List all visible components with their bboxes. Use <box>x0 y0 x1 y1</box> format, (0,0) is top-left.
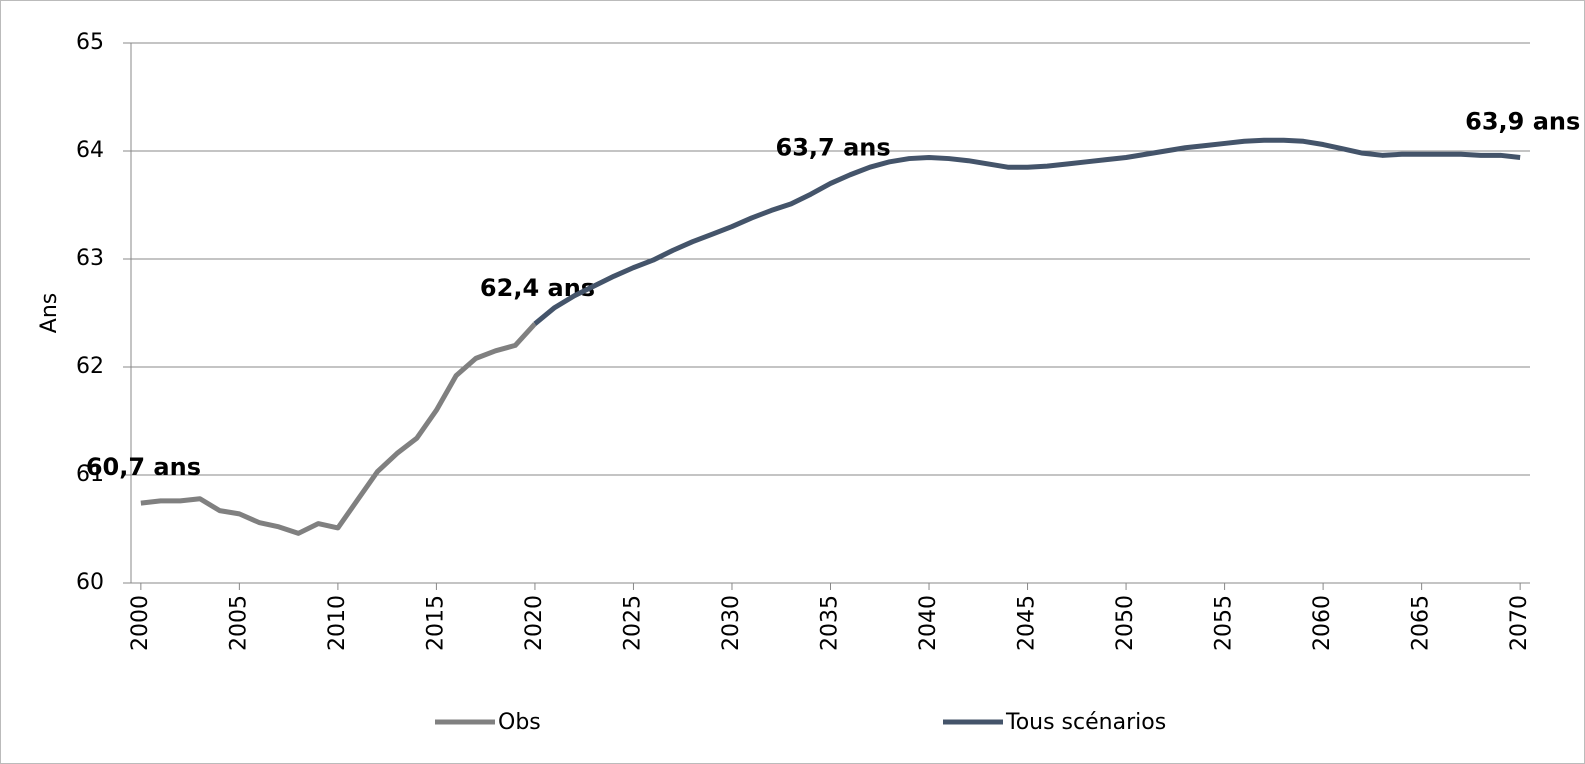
x-tick-label: 2015 <box>423 595 448 651</box>
legend-label: Tous scénarios <box>1005 710 1166 735</box>
series-line <box>140 322 537 536</box>
y-axis-label: Ans <box>37 293 62 333</box>
x-tick-label: 2030 <box>719 595 744 651</box>
x-tick-label: 2020 <box>522 595 547 651</box>
x-tick-label: 2035 <box>818 595 843 651</box>
x-tick-label: 2010 <box>325 595 350 651</box>
value-label: 63,9 ans <box>1465 107 1580 135</box>
value-label: 62,4 ans <box>480 274 595 302</box>
value-label: 60,7 ans <box>86 453 201 481</box>
x-tick-label: 2050 <box>1113 595 1138 651</box>
y-tick-label: 60 <box>76 570 104 595</box>
legend-label: Obs <box>498 710 541 735</box>
series-line <box>533 137 1521 326</box>
x-tick-label: 2000 <box>128 595 153 651</box>
y-tick-label: 62 <box>76 354 104 379</box>
y-tick-label: 61 <box>76 462 104 487</box>
x-tick-label: 2070 <box>1507 595 1532 651</box>
x-tick-label: 2065 <box>1409 595 1434 651</box>
x-tick-label: 2055 <box>1212 595 1237 651</box>
x-tick-label: 2005 <box>226 595 251 651</box>
y-tick-label: 63 <box>76 246 104 271</box>
value-label: 63,7 ans <box>776 133 891 161</box>
x-tick-label: 2025 <box>620 595 645 651</box>
x-tick-label: 2040 <box>916 595 941 651</box>
y-tick-label: 64 <box>76 138 104 163</box>
x-tick-label: 2060 <box>1310 595 1335 651</box>
x-tick-label: 2045 <box>1015 595 1040 651</box>
y-tick-label: 65 <box>76 30 104 55</box>
